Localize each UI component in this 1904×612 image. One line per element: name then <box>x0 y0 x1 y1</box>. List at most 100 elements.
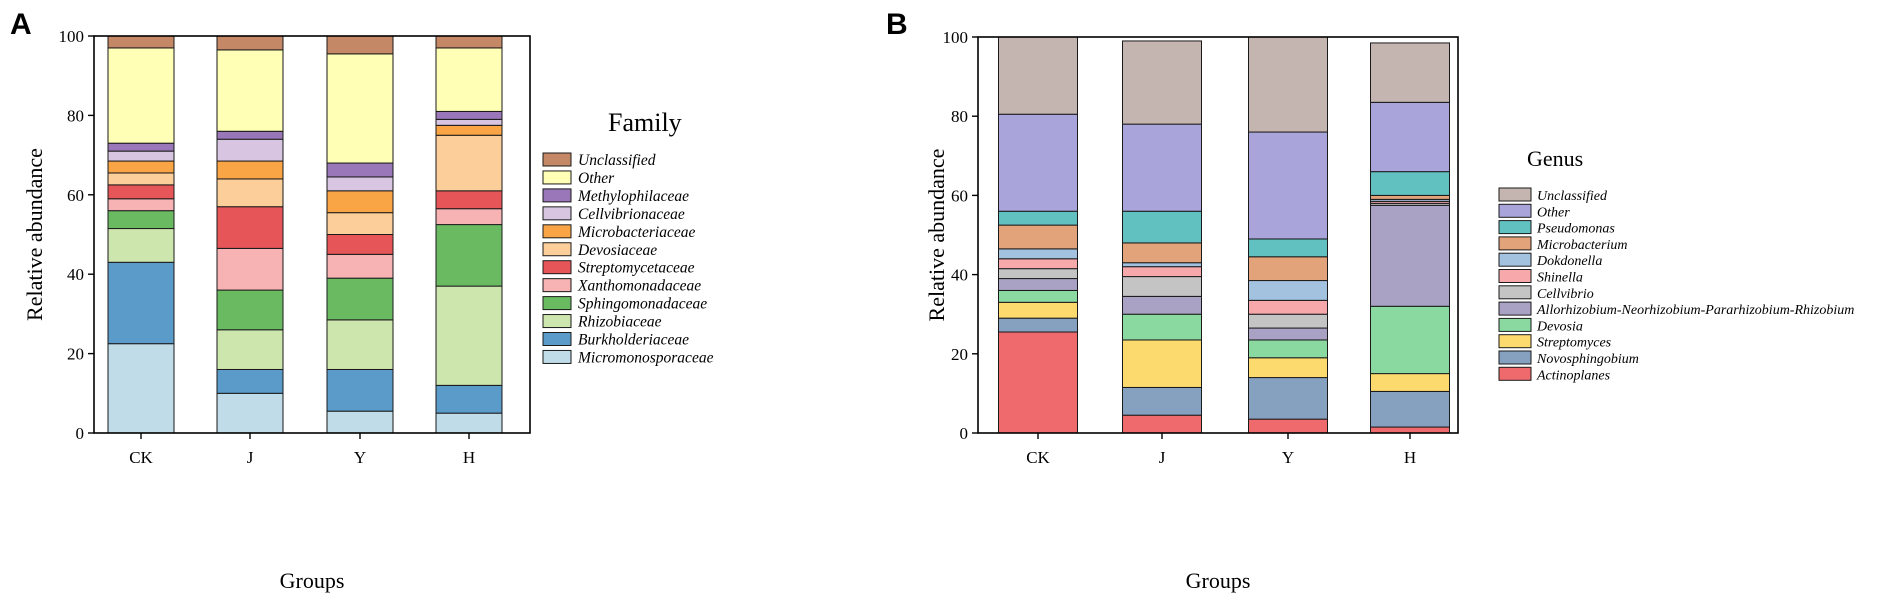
panel-b-ytick-label-20: 20 <box>951 345 968 364</box>
panel-b-bar-ck-dokdonella <box>998 248 1078 260</box>
panel-a-legend-label-burkholderiaceae: Burkholderiaceae <box>578 332 689 349</box>
panel-b-bar-j-pseudomonas <box>1122 210 1202 244</box>
panel-b-bar-h-novosphingobium <box>1370 390 1450 428</box>
panel-b-bar-ck-actinoplanes <box>998 331 1078 434</box>
panel-a-bar-h-devosiaceae <box>435 134 503 192</box>
panel-a-legend-swatch-cellvibrionaceae <box>542 206 572 221</box>
panel-a-letter: A <box>10 8 32 41</box>
panel-a-bar-j-xanthomonadaceae <box>216 247 284 291</box>
panel-b-bar-h-actinoplanes <box>1370 426 1450 434</box>
panel-a-bar-ck-xanthomonadaceae <box>107 198 175 212</box>
panel-b-legend-swatch-shinella <box>1498 269 1532 283</box>
panel-b-bar-ck-cellvibrio <box>998 268 1078 280</box>
panel-a-xtick-label-j: J <box>247 448 254 467</box>
panel-a-bar-j-rhizobiaceae <box>216 329 284 370</box>
panel-b-legend-label-streptomyces: Streptomyces <box>1537 336 1612 351</box>
panel-b-xtick-label-j: J <box>1159 448 1166 467</box>
panel-a-legend-title: Family <box>608 108 682 137</box>
panel-b-bar-h-microbacterium <box>1370 194 1450 200</box>
panel-a-legend-swatch-xanthomonadaceae <box>542 278 572 293</box>
panel-b-ytick-label-0: 0 <box>960 424 969 443</box>
panel-a-legend-label-xanthomonadaceae: Xanthomonadaceae <box>577 278 701 295</box>
panel-b-bar-j-novosphingobium <box>1122 386 1202 416</box>
panel-a-xtick-label-h: H <box>463 448 475 467</box>
panel-b-bar-j-allorhizobium-neorhizobium-pararhizobium-rhizobium <box>1122 295 1202 315</box>
panel-b-bar-ck-pseudomonas <box>998 210 1078 226</box>
panel-b-y-axis-title: Relative abundance <box>924 149 949 322</box>
panel-b-bar-ck-other <box>998 113 1078 212</box>
panel-a-bar-y-other <box>326 53 394 164</box>
panel-b-bar-y-allorhizobium-neorhizobium-pararhizobium-rhizobium <box>1248 327 1328 341</box>
panel-b-bar-y-shinella <box>1248 299 1328 315</box>
panel-b-legend-swatch-dokdonella <box>1498 252 1532 267</box>
panel-a-legend-swatch-unclassified <box>542 152 572 167</box>
panel-a-legend-swatch-micromonosporaceae <box>542 349 572 364</box>
panel-b-bar-h-allorhizobium-neorhizobium-pararhizobium-rhizobium <box>1370 204 1450 307</box>
panel-a-legend-label-devosiaceae: Devosiaceae <box>577 242 657 259</box>
panel-b-legend-swatch-allorhizobium-neorhizobium-pararhizobium-rhizobium <box>1498 301 1532 316</box>
panel-b-bar-ck-microbacterium <box>998 224 1078 250</box>
panel-b-bar-j-shinella <box>1122 266 1202 278</box>
panel-a-legend-swatch-methylophilaceae <box>542 188 572 203</box>
panel-b-bar-ck-novosphingobium <box>998 317 1078 333</box>
panel-b-bar-y-devosia <box>1248 339 1328 359</box>
panel-a-bar-y-streptomycetaceae <box>326 234 394 255</box>
panel-a-legend-swatch-streptomycetaceae <box>542 260 572 275</box>
panel-b-bar-j-actinoplanes <box>1122 414 1202 434</box>
panel-b-bar-ck-unclassified <box>998 36 1078 115</box>
panel-a-bar-y-devosiaceae <box>326 212 394 235</box>
panel-b-xtick-label-h: H <box>1404 448 1416 467</box>
panel-b-legend-swatch-unclassified <box>1498 187 1532 202</box>
panel-a-bar-ck-burkholderiaceae <box>107 261 175 345</box>
panel-b-bar-y-dokdonella <box>1248 280 1328 301</box>
panel-a-bar-j-cellvibrionaceae <box>216 138 284 162</box>
panel-a-bar-y-unclassified <box>326 35 394 55</box>
panel-b-ytick-label-100: 100 <box>943 28 969 47</box>
panel-a-ytick-label-0: 0 <box>76 424 85 443</box>
panel-a-bar-j-methylophilaceae <box>216 130 284 140</box>
panel-b-bar-y-actinoplanes <box>1248 418 1328 434</box>
panel-b-legend-title: Genus <box>1527 146 1583 171</box>
panel-b-bar-j-dokdonella <box>1122 262 1202 268</box>
panel-b-legend-label-devosia: Devosia <box>1536 319 1583 334</box>
panel-a-ytick-label-40: 40 <box>67 265 84 284</box>
panel-b-bar-y-microbacterium <box>1248 256 1328 282</box>
panel-a-bar-ck-rhizobiaceae <box>107 228 175 263</box>
panel-b-legend-label-shinella: Shinella <box>1537 271 1583 286</box>
panel-b-legend-label-actinoplanes: Actinoplanes <box>1536 368 1611 383</box>
panel-a-axis-frame <box>93 35 531 434</box>
panel-b-bar-h-pseudomonas <box>1370 171 1450 196</box>
panel-b-ytick-label-40: 40 <box>951 266 968 285</box>
panel-a-bar-h-other <box>435 47 503 112</box>
panel-a-bar-ck-other <box>107 47 175 144</box>
panel-b-legend-swatch-other <box>1498 203 1532 218</box>
panel-a-bar-j-sphingomonadaceae <box>216 289 284 331</box>
panel-a-bar-ck-microbacteriaceae <box>107 160 175 174</box>
panel-a-bar-ck-sphingomonadaceae <box>107 210 175 230</box>
panel-a-bar-h-cellvibrionaceae <box>435 118 503 126</box>
panel-b-legend-label-allorhizobium-neorhizobium-pararhizobium-rhizobium: Allorhizobium-Neorhizobium-Pararhizobium… <box>1536 303 1854 318</box>
panel-b-ytick-label-60: 60 <box>951 186 968 205</box>
panel-a-legend-label-rhizobiaceae: Rhizobiaceae <box>577 314 662 331</box>
panel-b-axis-frame <box>977 36 1459 434</box>
panel-a-ytick-label-80: 80 <box>67 106 84 125</box>
panel-a-bar-j-unclassified <box>216 35 284 51</box>
panel-b-bar-h-devosia <box>1370 305 1450 375</box>
panel-b-legend-swatch-actinoplanes <box>1498 366 1532 381</box>
panel-a-bar-h-streptomycetaceae <box>435 190 503 210</box>
panel-b-bar-h-streptomyces <box>1370 373 1450 392</box>
panel-b-bar-y-pseudomonas <box>1248 238 1328 258</box>
panel-a-bar-j-devosiaceae <box>216 178 284 208</box>
panel-a-legend-label-other: Other <box>578 170 615 187</box>
panel-a-y-axis-title: Relative abundance <box>22 148 47 321</box>
panel-b-bar-y-streptomyces <box>1248 357 1328 379</box>
panel-a-legend-label-streptomycetaceae: Streptomycetaceae <box>578 260 695 277</box>
panel-b-bar-h-unclassified <box>1370 42 1450 103</box>
panel-a-bar-y-sphingomonadaceae <box>326 277 394 321</box>
panel-b-bar-j-streptomyces <box>1122 339 1202 388</box>
panel-b-bar-j-unclassified <box>1122 40 1202 125</box>
panel-a-bar-h-xanthomonadaceae <box>435 208 503 226</box>
panel-a-bar-h-microbacteriaceae <box>435 124 503 136</box>
panel-a-bar-y-burkholderiaceae <box>326 368 394 412</box>
